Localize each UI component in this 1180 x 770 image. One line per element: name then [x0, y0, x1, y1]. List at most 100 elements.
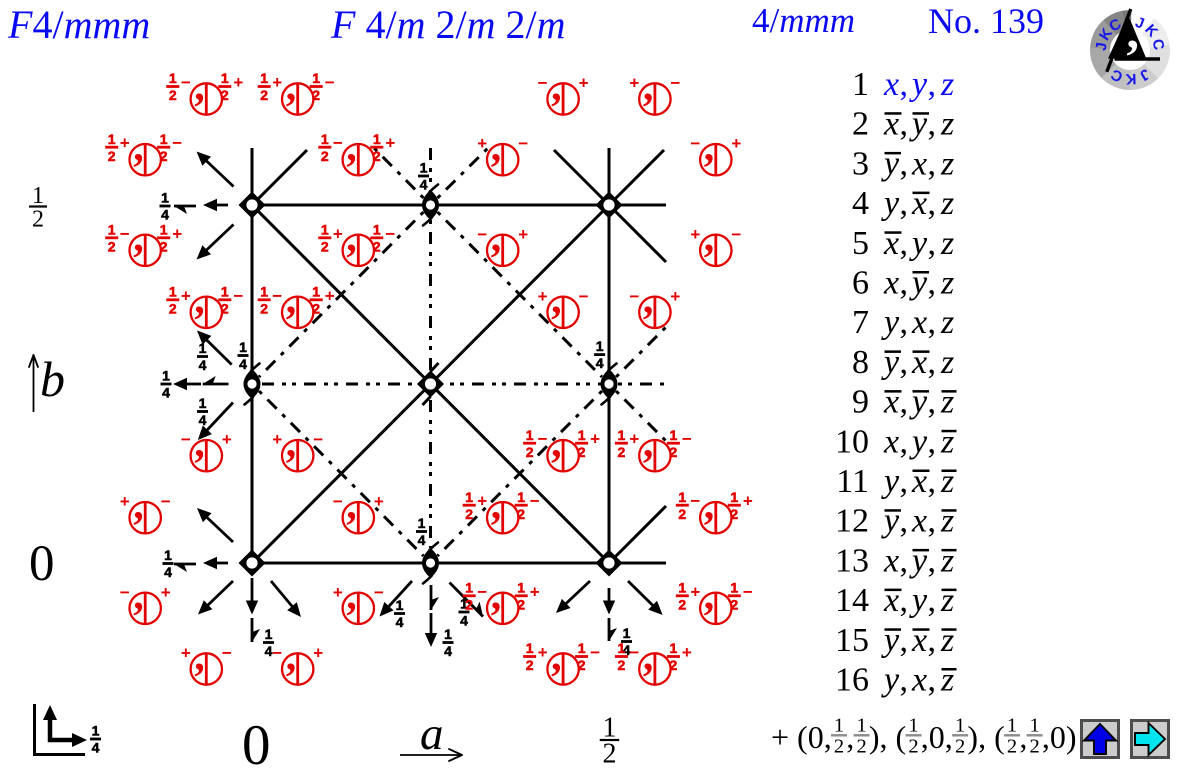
svg-text:x: x — [883, 582, 899, 619]
svg-text:+: + — [333, 224, 343, 243]
svg-text:−: − — [477, 582, 487, 601]
svg-text:,: , — [928, 423, 937, 460]
svg-text:,: , — [643, 633, 654, 679]
svg-text:,: , — [900, 225, 909, 262]
svg-text:2: 2 — [260, 300, 268, 316]
svg-text:,: , — [704, 124, 715, 170]
svg-text:−: − — [518, 134, 528, 153]
svg-text:+: + — [374, 492, 384, 511]
svg-text:−: − — [690, 134, 700, 153]
svg-text:1: 1 — [603, 713, 617, 744]
svg-text:y: y — [909, 66, 928, 103]
svg-text:+: + — [233, 73, 243, 92]
svg-text:2: 2 — [1029, 736, 1039, 758]
svg-text:1: 1 — [32, 183, 44, 209]
svg-text:,: , — [900, 423, 909, 460]
svg-text:1: 1 — [670, 640, 678, 656]
svg-text:,: , — [551, 633, 562, 679]
svg-text:,: , — [928, 503, 937, 540]
svg-text:,: , — [928, 622, 937, 659]
svg-text:1: 1 — [526, 427, 534, 443]
svg-text:x: x — [911, 304, 927, 341]
svg-text:,: , — [1019, 719, 1027, 755]
svg-text:4: 4 — [460, 613, 468, 629]
svg-text:x: x — [883, 66, 899, 103]
svg-text:−: − — [181, 73, 191, 92]
svg-text:+: + — [731, 134, 741, 153]
svg-text:0: 0 — [242, 714, 271, 770]
svg-text:,: , — [704, 215, 715, 261]
svg-text:+: + — [690, 225, 700, 244]
svg-text:,: , — [928, 304, 937, 341]
svg-text:+: + — [670, 287, 680, 306]
svg-text:2: 2 — [108, 148, 116, 164]
svg-text:+: + — [477, 134, 487, 153]
svg-text:4: 4 — [199, 357, 207, 373]
svg-text:1: 1 — [160, 221, 168, 237]
svg-text:2: 2 — [526, 657, 534, 673]
svg-text:,: , — [551, 420, 562, 466]
svg-text:+: + — [682, 643, 692, 662]
svg-text:+: + — [385, 134, 395, 153]
svg-text:,: , — [900, 463, 909, 500]
svg-text:2: 2 — [517, 506, 525, 522]
svg-text:1: 1 — [444, 626, 452, 642]
svg-text:+: + — [690, 582, 700, 601]
svg-text:1: 1 — [169, 70, 177, 86]
svg-text:1: 1 — [578, 427, 586, 443]
svg-text:2: 2 — [321, 148, 329, 164]
svg-text:4: 4 — [420, 177, 428, 193]
svg-text:,: , — [928, 662, 937, 699]
svg-text:1: 1 — [161, 190, 169, 206]
svg-text:z: z — [940, 344, 954, 381]
svg-text:+: + — [272, 73, 282, 92]
svg-text:2: 2 — [834, 736, 844, 758]
svg-text:,: , — [900, 66, 909, 103]
svg-text:,: , — [551, 277, 562, 323]
svg-text:,: , — [900, 265, 909, 302]
svg-text:1: 1 — [260, 283, 268, 299]
svg-text:−: − — [222, 644, 232, 663]
svg-text:2: 2 — [852, 106, 869, 143]
svg-text:2: 2 — [1007, 736, 1017, 758]
svg-text:,: , — [346, 215, 357, 261]
svg-text:2: 2 — [260, 87, 268, 103]
svg-text:,: , — [704, 482, 715, 528]
svg-text:11: 11 — [836, 463, 869, 500]
svg-text:+: + — [477, 492, 487, 511]
svg-text:4: 4 — [199, 412, 207, 428]
svg-text:1: 1 — [373, 131, 381, 147]
svg-text:,: , — [900, 106, 909, 143]
svg-text:z: z — [940, 582, 954, 619]
svg-text:4: 4 — [396, 614, 404, 630]
svg-text:14: 14 — [835, 582, 869, 619]
svg-text:4: 4 — [418, 532, 426, 548]
svg-text:1: 1 — [321, 131, 329, 147]
svg-text:1: 1 — [517, 489, 525, 505]
svg-text:−: − — [313, 430, 323, 449]
svg-text:2: 2 — [908, 736, 918, 758]
svg-text:z: z — [940, 622, 954, 659]
svg-text:2: 2 — [603, 738, 617, 769]
svg-text:−: − — [477, 225, 487, 244]
svg-text:F 4/m 2/m 2/m: F 4/m 2/m 2/m — [330, 2, 565, 47]
svg-text:,: , — [194, 63, 205, 109]
svg-text:2: 2 — [108, 238, 116, 254]
svg-text:+: + — [629, 430, 639, 449]
svg-text:x: x — [911, 622, 927, 659]
svg-text:y: y — [909, 225, 928, 262]
svg-text:,: , — [133, 215, 144, 261]
svg-text:1: 1 — [596, 338, 604, 354]
svg-text:,: , — [286, 633, 297, 679]
svg-text:−: − — [333, 134, 343, 153]
svg-text:−: − — [682, 430, 692, 449]
svg-text:2: 2 — [160, 238, 168, 254]
svg-text:1: 1 — [239, 339, 247, 355]
svg-text:−: − — [120, 583, 130, 602]
svg-text:13: 13 — [835, 542, 869, 579]
svg-text:2: 2 — [670, 657, 678, 673]
svg-text:,: , — [643, 63, 654, 109]
svg-text:1: 1 — [517, 579, 525, 595]
svg-text:y: y — [881, 463, 900, 500]
svg-text:J: J — [1093, 41, 1111, 51]
